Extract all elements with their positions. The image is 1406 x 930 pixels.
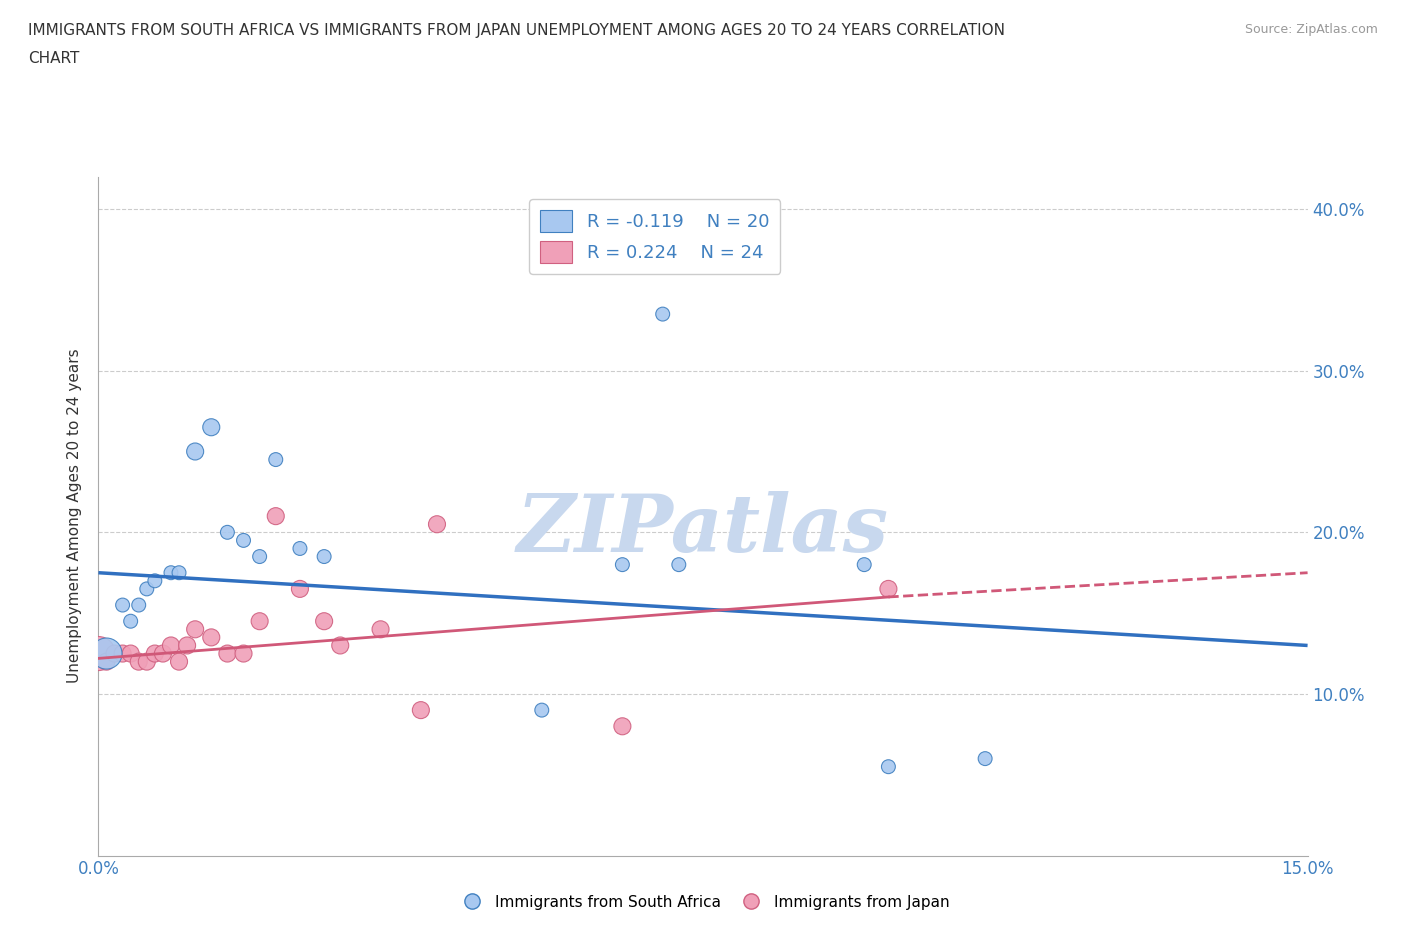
Point — [152, 646, 174, 661]
Point — [288, 581, 311, 596]
Point — [314, 549, 336, 564]
Point — [135, 654, 157, 669]
Point — [200, 630, 222, 644]
Point — [160, 565, 183, 580]
Point — [160, 638, 183, 653]
Point — [877, 759, 900, 774]
Point — [288, 541, 311, 556]
Point — [200, 419, 222, 434]
Point — [120, 646, 142, 661]
Point — [111, 646, 134, 661]
Text: CHART: CHART — [28, 51, 80, 66]
Point — [668, 557, 690, 572]
Point — [974, 751, 997, 766]
Y-axis label: Unemployment Among Ages 20 to 24 years: Unemployment Among Ages 20 to 24 years — [67, 349, 83, 684]
Point — [167, 654, 190, 669]
Point — [249, 549, 271, 564]
Text: IMMIGRANTS FROM SOUTH AFRICA VS IMMIGRANTS FROM JAPAN UNEMPLOYMENT AMONG AGES 20: IMMIGRANTS FROM SOUTH AFRICA VS IMMIGRAN… — [28, 23, 1005, 38]
Legend: Immigrants from South Africa, Immigrants from Japan: Immigrants from South Africa, Immigrants… — [450, 889, 956, 916]
Point — [184, 444, 207, 458]
Point — [853, 557, 876, 572]
Text: ZIPatlas: ZIPatlas — [517, 491, 889, 568]
Point — [314, 614, 336, 629]
Text: Source: ZipAtlas.com: Source: ZipAtlas.com — [1244, 23, 1378, 36]
Point — [128, 654, 150, 669]
Point — [264, 509, 287, 524]
Point — [612, 557, 634, 572]
Point — [651, 307, 673, 322]
Point — [612, 719, 634, 734]
Point — [232, 533, 254, 548]
Point — [877, 581, 900, 596]
Point — [176, 638, 198, 653]
Point — [264, 452, 287, 467]
Point — [370, 622, 392, 637]
Point — [128, 598, 150, 613]
Point — [87, 646, 110, 661]
Point — [103, 646, 125, 661]
Point — [143, 574, 166, 589]
Point — [329, 638, 352, 653]
Point — [217, 525, 239, 539]
Point — [184, 622, 207, 637]
Point — [120, 614, 142, 629]
Point — [167, 565, 190, 580]
Point — [426, 517, 449, 532]
Point — [232, 646, 254, 661]
Point — [111, 598, 134, 613]
Point — [249, 614, 271, 629]
Point — [530, 703, 553, 718]
Point — [96, 646, 118, 661]
Point — [409, 703, 432, 718]
Point — [217, 646, 239, 661]
Point — [135, 581, 157, 596]
Point — [96, 654, 118, 669]
Point — [143, 646, 166, 661]
